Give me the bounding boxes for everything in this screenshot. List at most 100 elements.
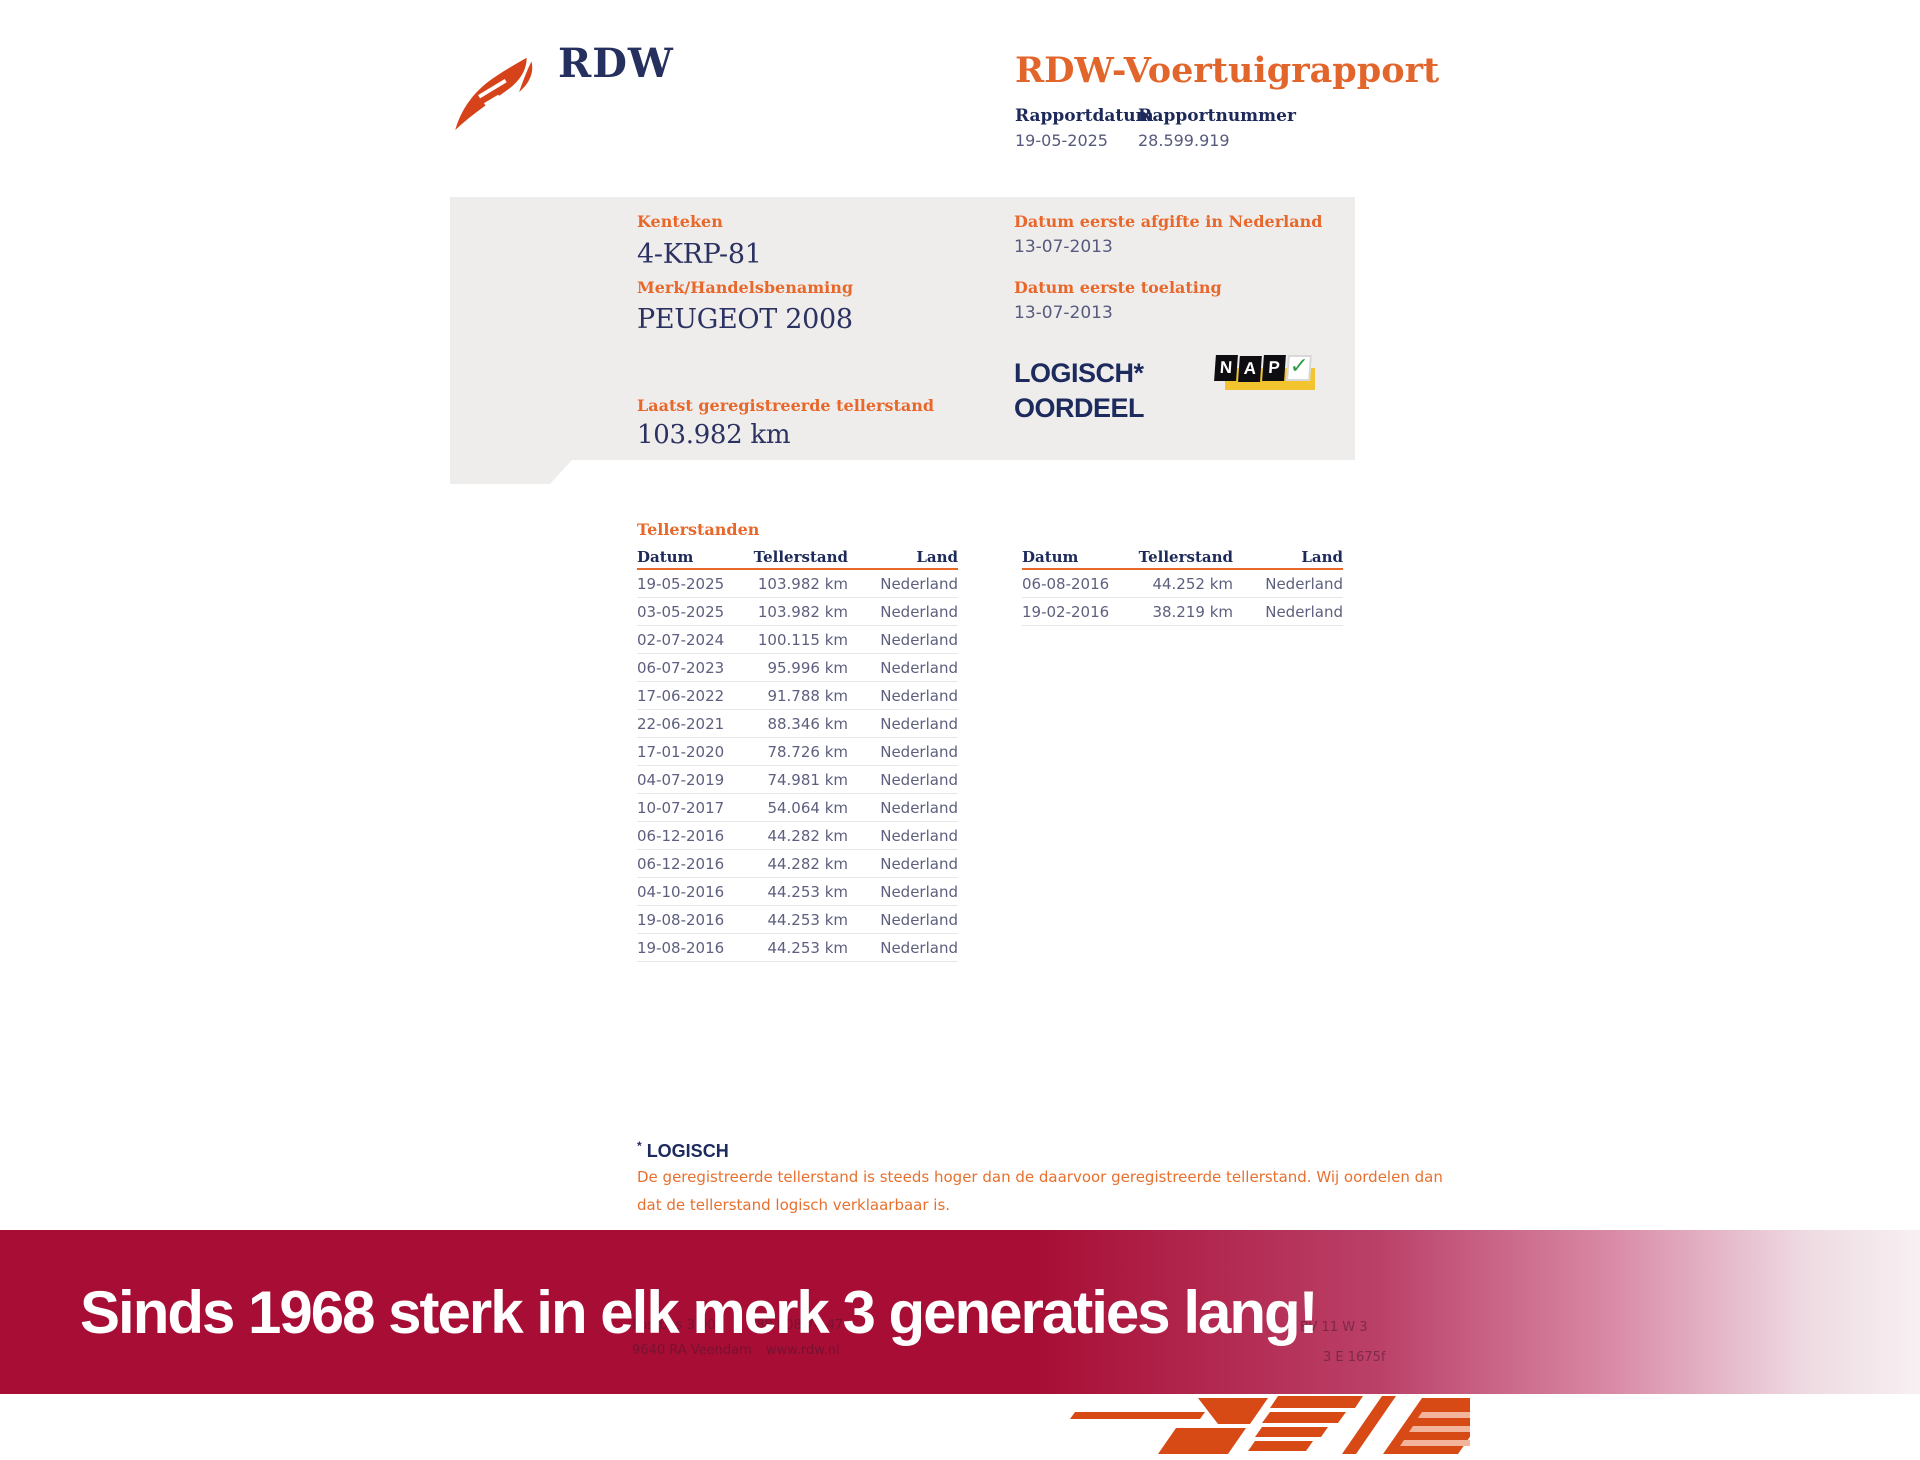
table-row: 19-02-2016 38.219 km Nederland	[1022, 598, 1343, 626]
cell-tellerstand: 103.982 km	[757, 602, 848, 621]
cell-land: Nederland	[880, 686, 958, 705]
table-row: 19-08-2016 44.253 km Nederland	[637, 906, 958, 934]
footnote-asterisk: *	[637, 1139, 642, 1153]
cell-land: Nederland	[880, 658, 958, 677]
cell-datum: 04-10-2016	[637, 882, 725, 901]
report-date-value: 19-05-2025	[1015, 131, 1108, 150]
nap-logo: N A P ✓	[1214, 354, 1319, 397]
report-number-label: Rapportnummer	[1138, 106, 1296, 126]
ghost-phone: 088 008 74 47	[748, 1318, 844, 1333]
cell-land: Nederland	[1265, 574, 1343, 593]
table-row: 04-10-2016 44.253 km Nederland	[637, 878, 958, 906]
cell-datum: 17-01-2020	[637, 742, 725, 761]
cell-land: Nederland	[880, 826, 958, 845]
kenteken-value: 4-KRP-81	[637, 239, 762, 270]
col-header-land: Land	[916, 548, 958, 566]
cell-land: Nederland	[880, 602, 958, 621]
cell-datum: 17-06-2022	[637, 686, 725, 705]
ghost-address-line2: 9640 RA Veendam	[632, 1343, 752, 1358]
tellerstanden-table-right: Datum Tellerstand Land 06-08-2016 44.252…	[1022, 548, 1343, 626]
cell-land: Nederland	[880, 770, 958, 789]
nap-tile-p: P	[1262, 355, 1286, 381]
cell-datum: 19-05-2025	[637, 574, 725, 593]
rdw-feather-icon	[452, 52, 548, 136]
cell-land: Nederland	[880, 798, 958, 817]
col-header-tellerstand: Tellerstand	[753, 548, 848, 566]
promo-banner: Postbus 3 00 9640 RA Veendam 088 008 74 …	[0, 1230, 1920, 1394]
nap-tile-a: A	[1238, 356, 1262, 382]
cell-land: Nederland	[1265, 602, 1343, 621]
table-row: 06-12-2016 44.282 km Nederland	[637, 822, 958, 850]
kenteken-label: Kenteken	[637, 212, 723, 231]
cell-tellerstand: 38.219 km	[1152, 602, 1233, 621]
ghost-code2: 3 E 1675f	[1323, 1350, 1386, 1365]
col-header-datum: Datum	[637, 548, 694, 566]
tellerstanden-table-left: Datum Tellerstand Land 19-05-2025 103.98…	[637, 548, 958, 962]
cell-land: Nederland	[880, 854, 958, 873]
cell-tellerstand: 44.252 km	[1152, 574, 1233, 593]
cell-tellerstand: 100.115 km	[757, 630, 848, 649]
cell-land: Nederland	[880, 742, 958, 761]
cell-tellerstand: 54.064 km	[767, 798, 848, 817]
cell-datum: 22-06-2021	[637, 714, 725, 733]
footnote-line1: De geregistreerde tellerstand is steeds …	[637, 1168, 1443, 1186]
cell-land: Nederland	[880, 574, 958, 593]
cell-datum: 02-07-2024	[637, 630, 725, 649]
cell-tellerstand: 44.253 km	[767, 938, 848, 957]
cell-land: Nederland	[880, 910, 958, 929]
report-number-value: 28.599.919	[1138, 131, 1230, 150]
table-row: 17-06-2022 91.788 km Nederland	[637, 682, 958, 710]
cell-datum: 06-08-2016	[1022, 574, 1110, 593]
nap-check-icon: ✓	[1286, 354, 1312, 381]
table-row: 02-07-2024 100.115 km Nederland	[637, 626, 958, 654]
table-row: 19-05-2025 103.982 km Nederland	[637, 570, 958, 598]
tellerstand-value: 103.982 km	[637, 420, 791, 450]
cell-datum: 06-07-2023	[637, 658, 725, 677]
dealer-stripes-logo	[1030, 1396, 1497, 1460]
cell-datum: 19-08-2016	[637, 910, 725, 929]
cell-datum: 03-05-2025	[637, 602, 725, 621]
toelating-value: 13-07-2013	[1014, 303, 1113, 323]
cell-datum: 19-02-2016	[1022, 602, 1110, 621]
report-date-label: Rapportdatum	[1015, 106, 1154, 126]
cell-tellerstand: 91.788 km	[767, 686, 848, 705]
cell-datum: 10-07-2017	[637, 798, 725, 817]
merk-value: PEUGEOT 2008	[637, 304, 853, 335]
vehicle-info-card: Kenteken 4-KRP-81 Merk/Handelsbenaming P…	[450, 197, 1355, 484]
cell-tellerstand: 74.981 km	[767, 770, 848, 789]
cell-land: Nederland	[880, 938, 958, 957]
report-title: RDW-Voertuigrapport	[1015, 50, 1440, 91]
table-row: 03-05-2025 103.982 km Nederland	[637, 598, 958, 626]
cell-tellerstand: 88.346 km	[767, 714, 848, 733]
oordeel-line1: LOGISCH*	[1014, 358, 1144, 388]
footnote-title: * LOGISCH	[637, 1139, 729, 1162]
rdw-logo-text: RDW	[558, 40, 674, 87]
cell-land: Nederland	[880, 882, 958, 901]
toelating-label: Datum eerste toelating	[1014, 278, 1222, 297]
oordeel-line2: OORDEEL	[1014, 393, 1145, 423]
tellerstanden-section-title: Tellerstanden	[637, 520, 760, 539]
cell-tellerstand: 44.253 km	[767, 910, 848, 929]
table-row: 04-07-2019 74.981 km Nederland	[637, 766, 958, 794]
cell-land: Nederland	[880, 714, 958, 733]
table-row: 10-07-2017 54.064 km Nederland	[637, 794, 958, 822]
table-row: 17-01-2020 78.726 km Nederland	[637, 738, 958, 766]
cell-tellerstand: 44.282 km	[767, 826, 848, 845]
cell-tellerstand: 78.726 km	[767, 742, 848, 761]
table-row: 06-12-2016 44.282 km Nederland	[637, 850, 958, 878]
cell-tellerstand: 103.982 km	[757, 574, 848, 593]
ghost-website: www.rdw.nl	[766, 1343, 840, 1358]
cell-datum: 06-12-2016	[637, 826, 725, 845]
table-row: 06-07-2023 95.996 km Nederland	[637, 654, 958, 682]
table-row: 22-06-2021 88.346 km Nederland	[637, 710, 958, 738]
footnote-title-text: LOGISCH	[646, 1141, 729, 1161]
cell-tellerstand: 44.253 km	[767, 882, 848, 901]
cell-tellerstand: 95.996 km	[767, 658, 848, 677]
cell-datum: 19-08-2016	[637, 938, 725, 957]
cell-datum: 06-12-2016	[637, 854, 725, 873]
table-header-row: Datum Tellerstand Land	[637, 548, 958, 570]
table-row: 06-08-2016 44.252 km Nederland	[1022, 570, 1343, 598]
table-row: 19-08-2016 44.253 km Nederland	[637, 934, 958, 962]
tellerstand-label: Laatst geregistreerde tellerstand	[637, 396, 935, 415]
cell-datum: 04-07-2019	[637, 770, 725, 789]
